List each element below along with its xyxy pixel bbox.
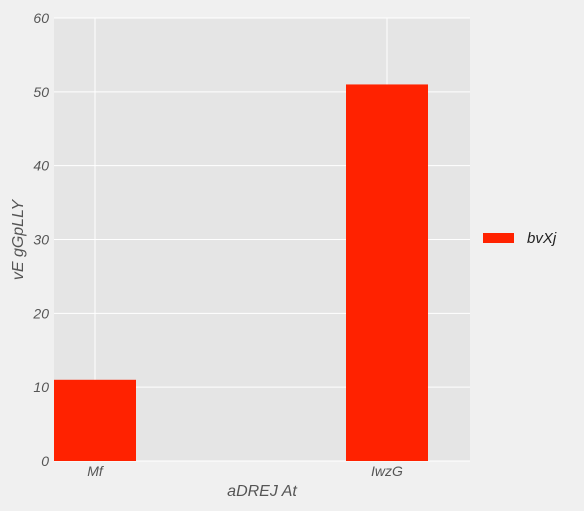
x-tick-label: IwzG [371, 463, 403, 479]
y-tick-label: 30 [33, 232, 49, 248]
x-tick-label: Mf [87, 463, 105, 479]
y-tick-labels: 0 10 20 30 40 50 60 [32, 10, 49, 469]
bar-Mf [54, 379, 136, 461]
bar-IwzG [346, 84, 428, 461]
legend: bvXj [483, 230, 557, 247]
legend-swatch [483, 233, 514, 243]
y-tick-label: 40 [33, 158, 49, 174]
x-tick-labels: Mf IwzG [87, 463, 403, 479]
y-tick-label: 20 [32, 305, 49, 321]
y-tick-label: 60 [33, 10, 49, 26]
y-tick-label: 0 [41, 453, 49, 469]
bars [54, 84, 428, 461]
x-axis-label: aDREJ At [227, 483, 297, 500]
legend-label: bvXj [527, 230, 557, 247]
y-axis-label: vE gGpLLY [10, 198, 27, 280]
y-tick-label: 50 [33, 84, 49, 100]
y-tick-label: 10 [33, 379, 49, 395]
